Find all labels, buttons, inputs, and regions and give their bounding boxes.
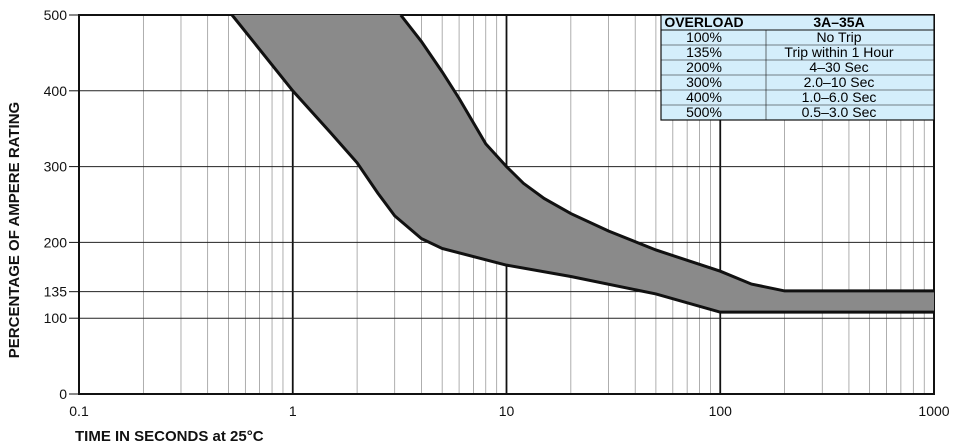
table-cell-time: 1.0–6.0 Sec [802,89,877,105]
trip-band [230,14,934,314]
y-tick-label: 100 [44,310,68,326]
tick-labels: 0.1 1 10 100 1000 0 100 135 200 300 400 500 [44,7,950,419]
trip-band-area [232,15,934,313]
table-background [660,14,935,121]
x-tick-label: 0.1 [69,403,89,419]
overload-table: OVERLOAD 3A–35A 100% No Trip 135% Trip within… [660,14,935,121]
x-tick-label: 1 [289,403,297,419]
y-tick-label: 200 [44,234,68,250]
x-tick-label: 10 [499,403,515,419]
y-tick-label: 400 [44,83,68,99]
y-axis-title: PERCENTAGE OF AMPERE RATING [6,102,23,358]
max-clear-curve [399,14,934,293]
x-axis-title: TIME IN SECONDS at 25°C [75,428,264,445]
y-tick-label: 0 [59,386,67,402]
table-cell-time: Trip within 1 Hour [784,44,894,60]
y-tick-label: 300 [44,159,68,175]
table-cell-overload: 100% [686,29,722,45]
table-cell-time: No Trip [816,29,861,45]
table-cell-overload: 135% [686,44,722,60]
y-tick-label: 500 [44,7,68,23]
y-tick-label: 135 [44,284,68,300]
table-cell-overload: 400% [686,89,722,105]
table-cell-time: 4–30 Sec [809,59,868,75]
table-cell-time: 2.0–10 Sec [804,74,875,90]
x-tick-label: 100 [709,403,733,419]
table-cell-overload: 500% [686,104,722,120]
x-tick-label: 1000 [918,403,949,419]
min-trip-curve [230,14,934,314]
table-header-rating: 3A–35A [813,14,864,30]
table-header-overload: OVERLOAD [664,14,743,30]
table-cell-overload: 300% [686,74,722,90]
table-cell-time: 0.5–3.0 Sec [802,104,877,120]
plot-frame [78,14,935,395]
table-cell-overload: 200% [686,59,722,75]
